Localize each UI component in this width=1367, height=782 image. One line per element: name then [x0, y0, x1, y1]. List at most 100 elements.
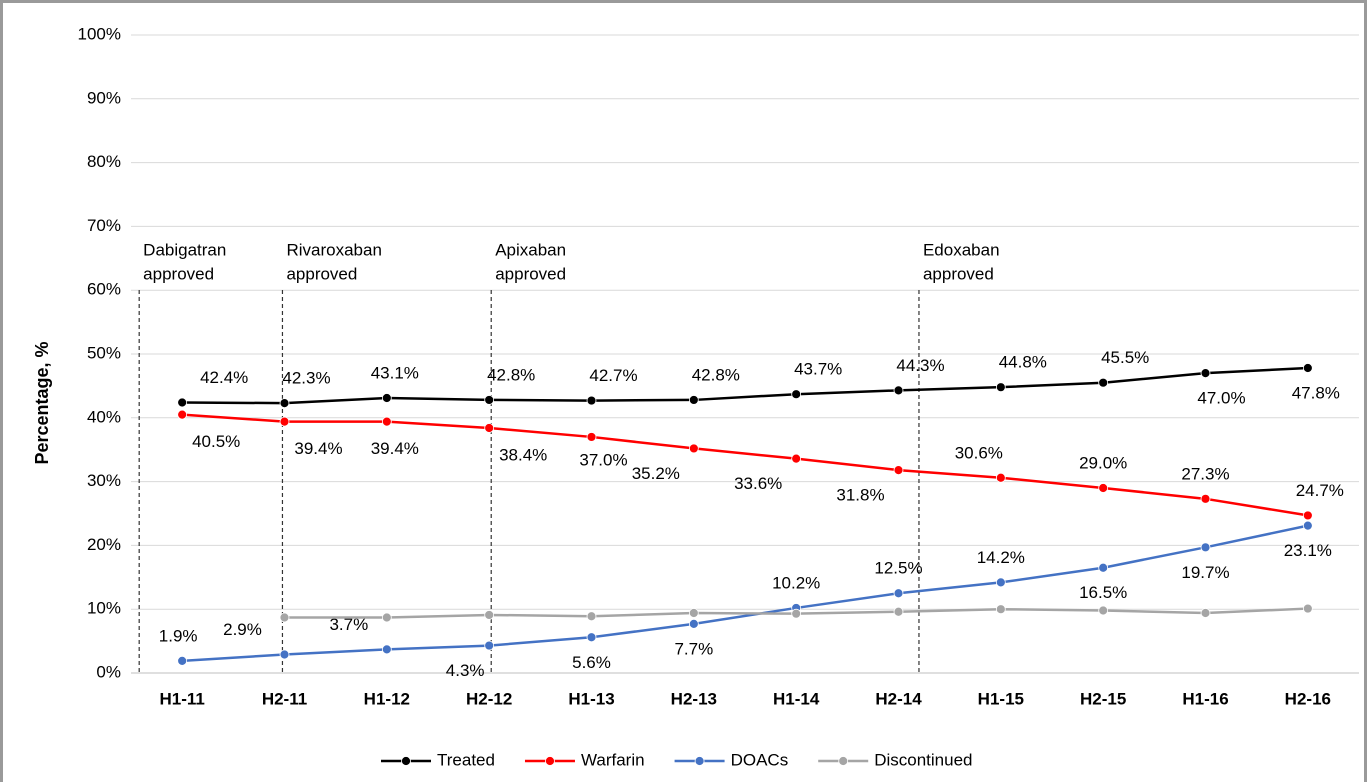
data-point: [688, 395, 699, 405]
data-label: 45.5%: [1101, 348, 1149, 367]
x-tick-label: H1-15: [978, 689, 1024, 708]
annotation-text: approved: [143, 264, 214, 283]
data-point: [484, 395, 495, 405]
data-point: [688, 618, 699, 629]
data-label: 14.2%: [977, 548, 1025, 567]
x-tick-label: H2-11: [262, 689, 307, 708]
x-tick-label: H1-11: [159, 689, 204, 708]
series-line: [182, 413, 1309, 517]
y-tick-label: 80%: [87, 152, 121, 171]
data-label: 47.8%: [1292, 384, 1340, 403]
x-tick-label: H2-15: [1080, 689, 1126, 708]
x-tick-label: H1-13: [568, 689, 614, 708]
legend-marker: [694, 756, 705, 766]
data-label: 43.7%: [794, 360, 842, 379]
data-point: [1098, 605, 1109, 616]
x-tick-label: H2-16: [1285, 689, 1331, 708]
data-label: 42.7%: [589, 366, 637, 385]
data-label: 5.6%: [572, 653, 611, 672]
y-tick-label: 100%: [78, 24, 121, 43]
data-point: [381, 612, 392, 623]
data-label: 44.3%: [896, 356, 944, 375]
data-label: 39.4%: [371, 439, 419, 458]
data-point: [791, 453, 802, 464]
data-label: 23.1%: [1284, 541, 1332, 560]
annotation-text: Dabigatran: [143, 240, 226, 259]
data-label: 2.9%: [223, 620, 262, 639]
data-label: 7.7%: [674, 639, 713, 658]
y-tick-label: 20%: [87, 535, 121, 554]
data-point: [995, 604, 1006, 615]
data-point: [893, 588, 904, 599]
data-point: [586, 432, 597, 442]
data-label: 16.5%: [1079, 583, 1127, 602]
data-label: 42.8%: [487, 365, 535, 384]
data-point: [484, 640, 495, 651]
y-tick-label: 30%: [87, 471, 121, 490]
data-label: 44.8%: [999, 353, 1047, 372]
data-label: 30.6%: [955, 443, 1003, 462]
data-label: 39.4%: [294, 439, 342, 458]
data-point: [279, 612, 290, 623]
data-point: [1098, 483, 1109, 493]
data-label: 3.7%: [329, 615, 368, 634]
data-point: [484, 423, 495, 433]
data-point: [1302, 510, 1313, 521]
data-label: 38.4%: [499, 445, 547, 464]
data-point: [995, 472, 1006, 483]
y-tick-label: 10%: [87, 599, 121, 618]
annotation-text: approved: [286, 264, 357, 283]
data-label: 43.1%: [371, 364, 419, 383]
data-point: [995, 577, 1006, 588]
annotation-text: approved: [923, 264, 994, 283]
data-point: [586, 632, 597, 643]
annotation-text: approved: [495, 264, 566, 283]
data-point: [381, 416, 392, 427]
data-point: [1200, 368, 1211, 379]
y-axis-label: Percentage, %: [32, 341, 52, 464]
annotation-text: Rivaroxaban: [286, 240, 381, 259]
data-label: 42.4%: [200, 368, 248, 387]
y-tick-label: 90%: [87, 88, 121, 107]
data-point: [484, 610, 495, 620]
y-tick-label: 50%: [87, 343, 121, 362]
data-point: [1200, 608, 1211, 618]
data-point: [177, 409, 188, 420]
data-point: [1302, 520, 1313, 531]
data-point: [177, 655, 188, 666]
data-point: [586, 611, 597, 622]
data-point: [1098, 562, 1109, 573]
x-tick-label: H2-13: [671, 689, 717, 708]
data-label: 37.0%: [579, 450, 627, 469]
data-point: [688, 608, 699, 618]
series-line: [182, 524, 1309, 663]
y-tick-label: 60%: [87, 280, 121, 299]
legend-label: DOACs: [731, 750, 789, 769]
data-point: [177, 397, 188, 408]
data-label: 19.7%: [1181, 563, 1229, 582]
data-label: 35.2%: [632, 464, 680, 483]
legend-label: Treated: [437, 750, 495, 769]
legend-marker: [838, 756, 849, 766]
data-point: [1098, 377, 1109, 388]
y-tick-label: 40%: [87, 407, 121, 426]
y-tick-label: 70%: [87, 216, 121, 235]
data-label: 47.0%: [1197, 389, 1245, 408]
legend-marker: [545, 756, 555, 766]
x-tick-label: H1-16: [1182, 689, 1228, 708]
y-tick-label: 0%: [96, 662, 121, 681]
data-label: 33.6%: [734, 474, 782, 493]
data-point: [586, 395, 597, 406]
data-point: [1200, 542, 1211, 553]
data-point: [893, 465, 904, 476]
data-point: [381, 393, 392, 403]
legend-label: Discontinued: [874, 750, 972, 769]
x-tick-label: H2-14: [875, 689, 922, 708]
data-point: [279, 649, 290, 660]
data-point: [688, 443, 699, 454]
data-label: 42.8%: [692, 365, 740, 384]
data-label: 29.0%: [1079, 453, 1127, 472]
data-label: 12.5%: [874, 559, 922, 578]
data-point: [279, 416, 290, 427]
